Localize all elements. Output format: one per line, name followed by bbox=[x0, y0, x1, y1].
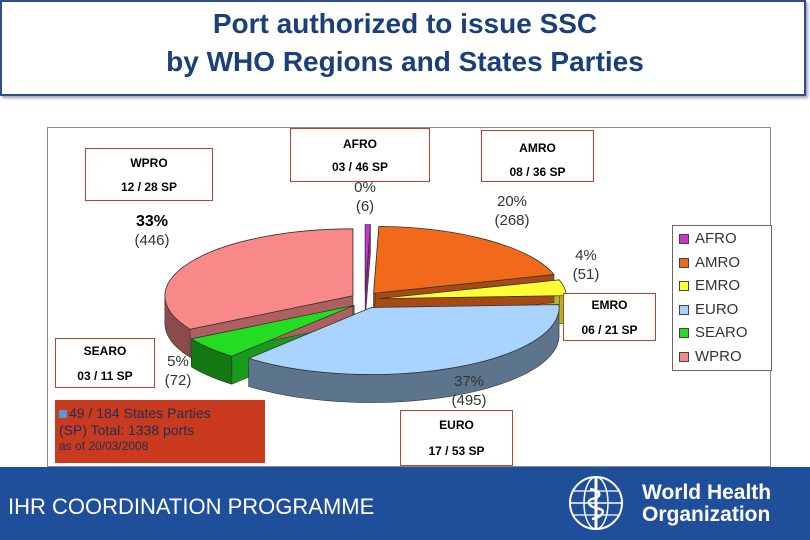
slice-label-wpro: 33% (446) bbox=[122, 212, 182, 250]
legend-swatch-wpro bbox=[679, 352, 689, 362]
legend-label-emro: EMRO bbox=[695, 277, 740, 294]
slice-label-emro: 4% (51) bbox=[566, 246, 606, 284]
slice-value-afro: (6) bbox=[355, 198, 375, 215]
slice-percent-emro: 4% bbox=[575, 247, 597, 264]
who-emblem-icon bbox=[569, 476, 623, 530]
slice-percent-searo: 5% bbox=[167, 353, 189, 370]
legend-label-afro: AFRO bbox=[695, 230, 737, 247]
region-name-amro: AMRO bbox=[519, 141, 556, 155]
slice-value-euro: (495) bbox=[451, 392, 487, 409]
org-name-line-2: Organization bbox=[642, 503, 771, 526]
region-count-amro: 08 / 36 SP bbox=[509, 165, 566, 179]
title-banner: Port authorized to issue SSC by WHO Regi… bbox=[0, 0, 806, 96]
footer-bar: IHR COORDINATION PROGRAMME World Health … bbox=[0, 467, 810, 540]
pie-slice-afro bbox=[364, 224, 371, 292]
region-count-searo: 03 / 11 SP bbox=[77, 369, 133, 383]
summary-date: as of 20/03/2008 bbox=[59, 439, 149, 453]
summary-box: 49 / 184 States Parties (SP) Total: 1338… bbox=[55, 400, 265, 463]
page-title-line-1: Port authorized to issue SSC bbox=[212, 8, 598, 39]
chart-legend: AFRO AMRO EMRO EURO SEARO WPRO bbox=[672, 225, 772, 371]
region-name-euro: EURO bbox=[439, 418, 474, 432]
bullet-icon bbox=[59, 410, 67, 418]
legend-label-searo: SEARO bbox=[695, 324, 748, 341]
region-name-emro: EMRO bbox=[591, 298, 628, 312]
region-box-wpro: WPRO 12 / 28 SP bbox=[85, 148, 213, 201]
legend-swatch-amro bbox=[679, 258, 689, 268]
region-count-afro: 03 / 46 SP bbox=[331, 160, 389, 174]
pie-slice-wpro bbox=[164, 228, 354, 330]
summary-states-parties: 49 / 184 States Parties bbox=[69, 405, 211, 421]
summary-line-2: (SP) Total: 1338 ports bbox=[59, 422, 195, 438]
slice-percent-amro: 20% bbox=[496, 193, 528, 210]
legend-label-euro: EURO bbox=[695, 301, 739, 318]
slice-value-emro: (51) bbox=[572, 266, 600, 283]
programme-name: IHR COORDINATION PROGRAMME bbox=[8, 494, 375, 519]
region-count-wpro: 12 / 28 SP bbox=[120, 180, 178, 194]
slice-label-searo: 5% (72) bbox=[156, 352, 200, 390]
org-name-line-1: World Health bbox=[642, 481, 772, 504]
pie-slice-amro bbox=[373, 225, 555, 294]
region-name-afro: AFRO bbox=[343, 137, 377, 151]
region-name-wpro: WPRO bbox=[130, 156, 168, 170]
slice-label-afro: 0% (6) bbox=[340, 178, 390, 216]
page-title-line-2: by WHO Regions and States Parties bbox=[166, 46, 644, 77]
slice-label-amro: 20% (268) bbox=[484, 192, 540, 230]
slice-label-euro: 37% (495) bbox=[442, 372, 496, 410]
region-box-emro: EMRO 06 / 21 SP bbox=[563, 293, 656, 341]
slice-value-searo: (72) bbox=[164, 372, 192, 389]
region-count-euro: 17 / 53 SP bbox=[428, 444, 485, 458]
legend-label-amro: AMRO bbox=[695, 254, 740, 271]
region-box-amro: AMRO 08 / 36 SP bbox=[481, 130, 594, 182]
legend-label-wpro: WPRO bbox=[695, 348, 742, 365]
region-box-afro: AFRO 03 / 46 SP bbox=[290, 128, 430, 182]
slice-percent-wpro: 33% bbox=[135, 213, 169, 230]
region-box-euro: EURO 17 / 53 SP bbox=[400, 410, 513, 466]
region-name-searo: SEARO bbox=[83, 344, 127, 358]
slice-value-amro: (268) bbox=[494, 212, 530, 229]
pie-slice-searo bbox=[190, 304, 355, 357]
pie-slice-euro bbox=[247, 304, 560, 375]
slice-value-wpro: (446) bbox=[134, 232, 170, 249]
slice-percent-afro: 0% bbox=[354, 179, 376, 196]
region-count-emro: 06 / 21 SP bbox=[581, 323, 638, 337]
region-box-searo: SEARO 03 / 11 SP bbox=[55, 338, 155, 388]
legend-swatch-euro bbox=[679, 305, 689, 315]
summary-line-1: 49 / 184 States Parties bbox=[59, 405, 211, 421]
legend-swatch-afro bbox=[679, 234, 689, 244]
slice-percent-euro: 37% bbox=[453, 373, 485, 390]
legend-swatch-emro bbox=[679, 281, 689, 291]
legend-swatch-searo bbox=[679, 328, 689, 338]
